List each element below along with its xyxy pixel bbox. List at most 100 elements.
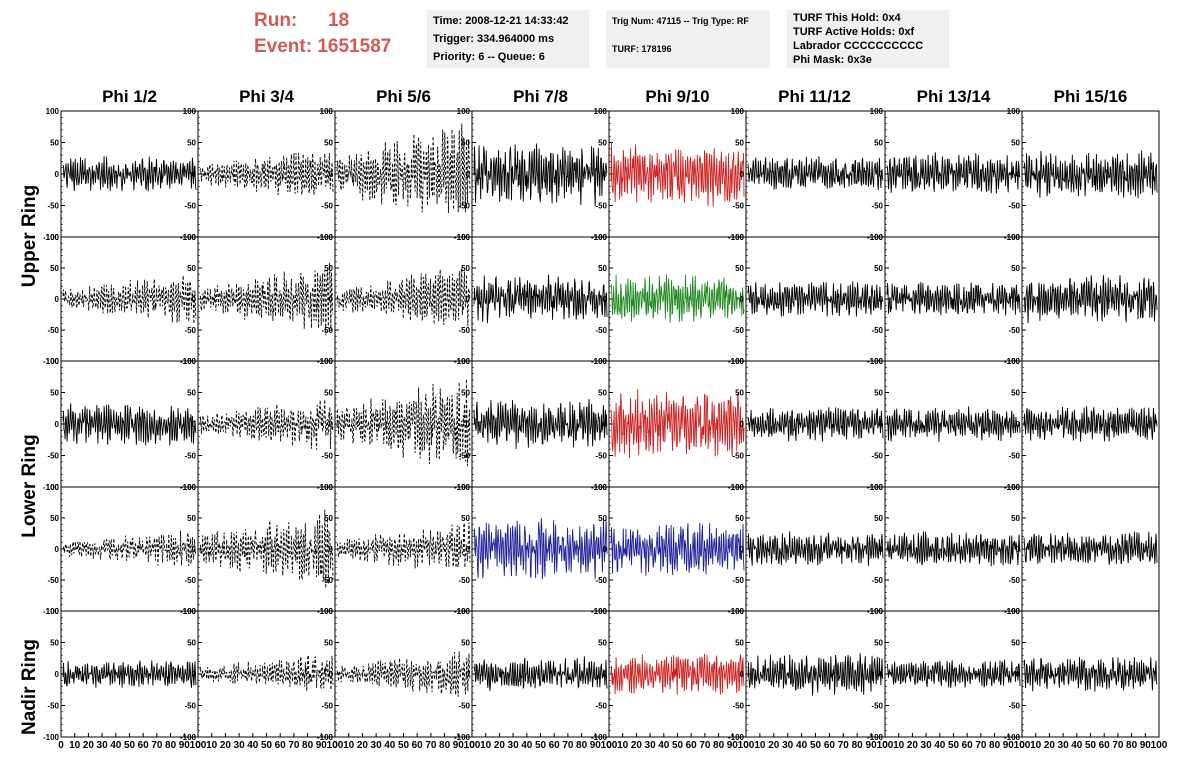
y-tick-label: -100 <box>43 357 60 366</box>
column-label-phi-7-8: Phi 7/8 <box>513 87 568 106</box>
y-tick-label: -50 <box>871 326 883 335</box>
waveform-r4-c2 <box>336 651 471 697</box>
x-tick-label: 70 <box>838 740 850 751</box>
y-tick-label: 100 <box>1007 483 1021 492</box>
y-tick-label: 50 <box>735 139 744 148</box>
y-tick-label: 100 <box>594 607 608 616</box>
x-tick-label: 40 <box>658 740 670 751</box>
x-tick-label: 50 <box>261 740 273 751</box>
y-tick-label: 0 <box>329 670 334 679</box>
y-tick-label: -100 <box>43 233 60 242</box>
y-tick-label: -50 <box>458 452 470 461</box>
y-tick-label: 50 <box>1011 264 1020 273</box>
waveform-r2-c2 <box>336 378 471 467</box>
x-tick-label: 50 <box>810 740 822 751</box>
x-tick-label: 70 <box>975 740 987 751</box>
panel-frame <box>197 610 336 738</box>
x-tick-label: 90 <box>590 740 602 751</box>
y-tick-label: 0 <box>192 170 197 179</box>
y-tick-label: 50 <box>324 264 333 273</box>
y-tick-label: -100 <box>180 733 197 742</box>
y-tick-label: -100 <box>43 733 60 742</box>
waveform-r3-c3 <box>473 517 608 580</box>
y-tick-label: 0 <box>1016 295 1021 304</box>
waveform-r1-c0 <box>62 275 197 324</box>
x-tick-label: 10 <box>1030 740 1042 751</box>
x-tick-label: 30 <box>508 740 520 751</box>
y-tick-label: 50 <box>1011 389 1020 398</box>
waveform-r3-c2 <box>336 522 471 569</box>
y-tick-label: -50 <box>1008 452 1020 461</box>
y-tick-label: -50 <box>47 702 59 711</box>
y-tick-label: 0 <box>55 420 60 429</box>
x-tick-label: 70 <box>1112 740 1124 751</box>
x-tick-label: 70 <box>288 740 300 751</box>
x-tick-label: 20 <box>494 740 506 751</box>
y-tick-label: 50 <box>50 639 59 648</box>
y-tick-label: -50 <box>321 452 333 461</box>
y-tick-label: -50 <box>458 202 470 211</box>
y-tick-label: 0 <box>192 295 197 304</box>
y-tick-label: -50 <box>595 326 607 335</box>
waveform-r1-c4 <box>610 274 745 323</box>
x-tick-label: 80 <box>165 740 177 751</box>
y-tick-label: 0 <box>603 420 608 429</box>
y-tick-label: 50 <box>874 139 883 148</box>
y-tick-label: 100 <box>46 357 60 366</box>
y-tick-label: 0 <box>603 545 608 554</box>
y-tick-label: 50 <box>324 514 333 523</box>
y-tick-label: -100 <box>43 483 60 492</box>
y-tick-label: 100 <box>731 357 745 366</box>
y-tick-label: 0 <box>466 545 471 554</box>
y-tick-label: -50 <box>871 202 883 211</box>
y-tick-label: 100 <box>594 107 608 116</box>
y-tick-label: 0 <box>740 545 745 554</box>
y-tick-label: 50 <box>50 514 59 523</box>
x-tick-label: 70 <box>425 740 437 751</box>
x-tick-label: 90 <box>1003 740 1015 751</box>
y-tick-label: 0 <box>329 295 334 304</box>
y-tick-label: 100 <box>183 357 197 366</box>
y-tick-label: -50 <box>871 452 883 461</box>
x-tick-label: 50 <box>672 740 684 751</box>
waveform-r4-c7 <box>1023 656 1158 692</box>
y-tick-label: 100 <box>1007 233 1021 242</box>
y-tick-label: 100 <box>46 483 60 492</box>
x-tick-label: 0 <box>332 740 338 751</box>
x-tick-label: 90 <box>316 740 328 751</box>
waveform-r0-c2 <box>336 123 471 214</box>
y-tick-label: -50 <box>595 576 607 585</box>
y-tick-label: -50 <box>458 326 470 335</box>
y-tick-label: -50 <box>184 702 196 711</box>
waveform-r2-c7 <box>1023 406 1158 442</box>
x-tick-label: 40 <box>110 740 122 751</box>
x-tick-label: 90 <box>453 740 465 751</box>
y-tick-label: 100 <box>46 107 60 116</box>
y-tick-label: 50 <box>50 139 59 148</box>
waveform-r3-c4 <box>610 522 745 576</box>
x-tick-label: 100 <box>601 740 618 751</box>
y-tick-label: -100 <box>867 733 884 742</box>
y-tick-label: 0 <box>1016 420 1021 429</box>
y-tick-label: -50 <box>595 452 607 461</box>
x-tick-label: 50 <box>1085 740 1097 751</box>
x-tick-label: 50 <box>535 740 547 751</box>
y-tick-label: -100 <box>591 733 608 742</box>
x-tick-label: 10 <box>893 740 905 751</box>
waveform-r0-c5 <box>747 156 884 191</box>
y-tick-label: 50 <box>461 514 470 523</box>
x-tick-label: 60 <box>412 740 424 751</box>
y-tick-label: 100 <box>457 107 471 116</box>
y-tick-label: 50 <box>187 514 196 523</box>
x-tick-label: 30 <box>97 740 109 751</box>
y-tick-label: 0 <box>466 170 471 179</box>
x-tick-label: 0 <box>1019 740 1025 751</box>
y-tick-label: -50 <box>47 452 59 461</box>
waveform-r1-c6 <box>886 281 1021 316</box>
y-tick-label: 0 <box>603 670 608 679</box>
y-tick-label: -50 <box>732 326 744 335</box>
y-tick-label: 0 <box>55 670 60 679</box>
y-tick-label: -100 <box>317 733 334 742</box>
x-tick-label: 10 <box>617 740 629 751</box>
x-tick-label: 30 <box>234 740 246 751</box>
